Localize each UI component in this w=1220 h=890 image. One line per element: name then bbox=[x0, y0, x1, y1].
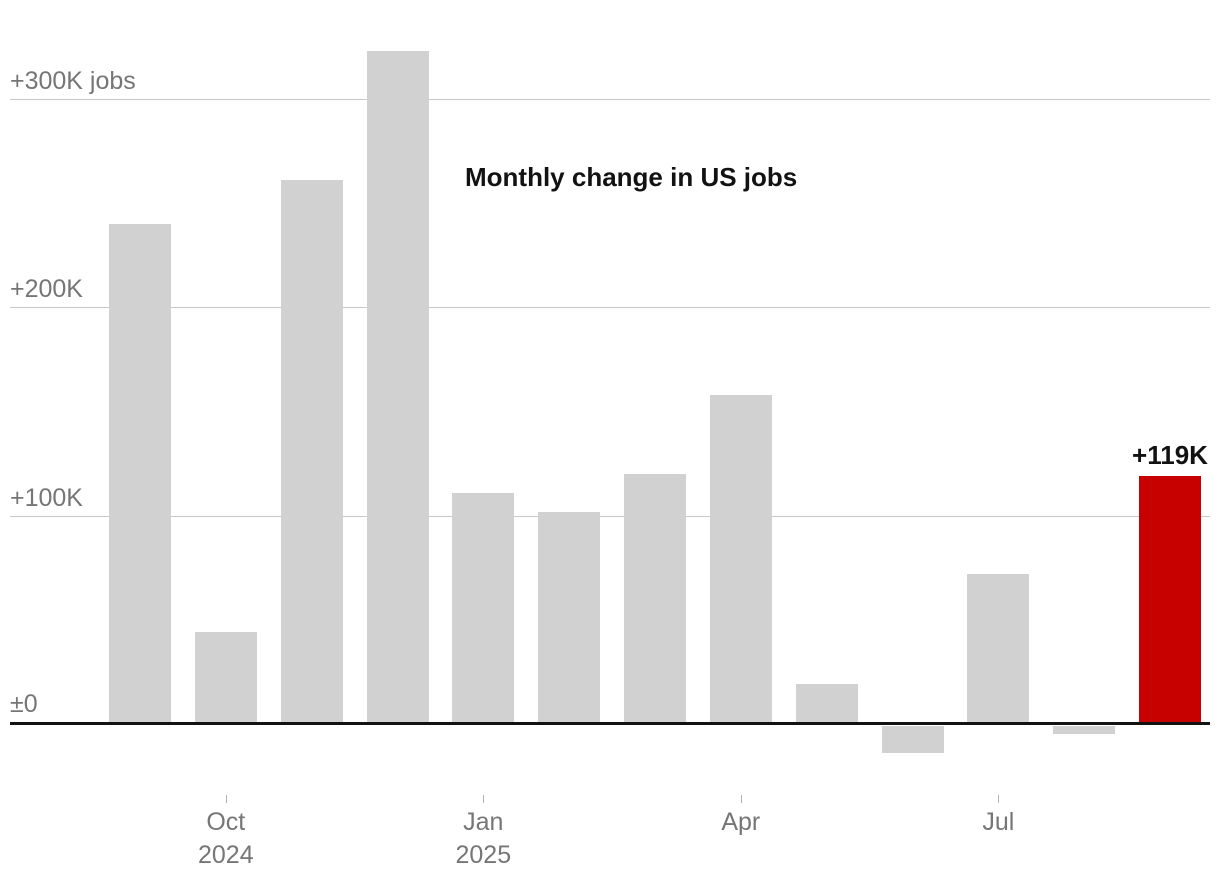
bar-feb-2025 bbox=[538, 511, 601, 724]
bar-apr-2025 bbox=[709, 394, 772, 724]
x-label-oct: Oct 2024 bbox=[156, 806, 296, 872]
x-label-jan: Jan 2025 bbox=[413, 806, 553, 872]
bar-aug-2025 bbox=[1053, 726, 1116, 735]
bar-mar-2025 bbox=[624, 474, 686, 724]
bar-oct-2024 bbox=[194, 632, 257, 724]
x-tick-jan bbox=[483, 795, 485, 803]
zero-axis-line bbox=[10, 722, 1210, 725]
x-tick-apr bbox=[740, 795, 742, 803]
gridline-300k bbox=[10, 99, 1210, 100]
gridline-100k bbox=[10, 515, 1210, 517]
y-label-300k: +300K jobs bbox=[10, 67, 136, 95]
bar-jun-2025 bbox=[881, 726, 944, 754]
x-tick-jul bbox=[998, 795, 1000, 803]
bar-nov-2024 bbox=[280, 180, 343, 724]
bar-dec-2024 bbox=[366, 51, 429, 724]
highlight-value-label: +119K bbox=[1132, 440, 1208, 471]
bar-sep-2025 bbox=[1139, 476, 1201, 724]
bar-jul-2025 bbox=[967, 574, 1030, 724]
x-sublabel-2024: 2024 bbox=[197, 841, 254, 869]
x-tick-oct bbox=[225, 795, 227, 803]
y-label-100k: +100K bbox=[10, 483, 83, 512]
y-label-200k: +200K bbox=[10, 275, 83, 304]
x-sublabel-2025: 2025 bbox=[455, 841, 512, 869]
chart-title: Monthly change in US jobs bbox=[465, 162, 798, 192]
x-label-jul: Jul bbox=[982, 808, 1015, 836]
y-label-0k: ±0 bbox=[10, 690, 38, 718]
bar-jan-2025 bbox=[452, 492, 515, 724]
bar-sep-2024 bbox=[109, 224, 171, 724]
gridline-200k bbox=[10, 307, 1210, 309]
bar-may-2025 bbox=[795, 684, 858, 724]
x-label-apr: Apr bbox=[721, 808, 761, 836]
